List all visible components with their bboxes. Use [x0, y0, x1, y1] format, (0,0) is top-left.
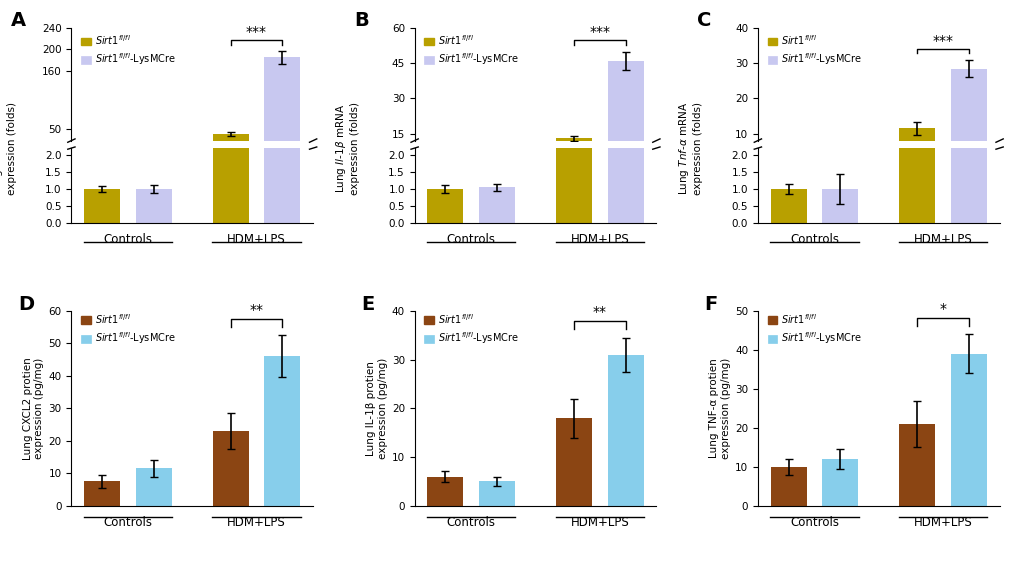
Bar	[479, 187, 515, 223]
Bar	[899, 0, 934, 223]
Bar	[607, 61, 643, 169]
Bar	[607, 0, 643, 223]
Text: ***: ***	[246, 25, 267, 39]
Bar	[950, 353, 985, 506]
Text: **: **	[592, 306, 606, 319]
Bar	[85, 482, 120, 506]
Text: A: A	[11, 11, 26, 30]
Bar	[899, 424, 934, 506]
Legend: $Sirt1^{fl/fl}$, $Sirt1^{fl/fl}$-LysMCre: $Sirt1^{fl/fl}$, $Sirt1^{fl/fl}$-LysMCre	[424, 33, 519, 67]
Bar	[427, 189, 463, 223]
Bar	[821, 189, 857, 223]
Bar	[770, 467, 806, 506]
Bar	[264, 0, 300, 223]
Text: Lung $Cxcl2$ mRNA
expression (folds): Lung $Cxcl2$ mRNA expression (folds)	[0, 101, 16, 196]
Text: E: E	[361, 295, 374, 314]
Text: ***: ***	[589, 25, 609, 39]
Y-axis label: Lung TNF-α protien
expression (pg/mg): Lung TNF-α protien expression (pg/mg)	[708, 357, 731, 459]
Bar	[479, 482, 515, 506]
Text: D: D	[18, 295, 35, 314]
Bar	[821, 165, 857, 169]
Bar	[899, 128, 934, 169]
Text: Lung $Tnf$-$\alpha$ mRNA
expression (folds): Lung $Tnf$-$\alpha$ mRNA expression (fol…	[677, 101, 702, 195]
Text: *: *	[938, 302, 946, 316]
Text: F: F	[704, 295, 717, 314]
Text: B: B	[354, 11, 369, 30]
Y-axis label: Lung CXCL2 protien
expression (pg/mg): Lung CXCL2 protien expression (pg/mg)	[22, 357, 45, 460]
Legend: $Sirt1^{fl/fl}$, $Sirt1^{fl/fl}$-LysMCre: $Sirt1^{fl/fl}$, $Sirt1^{fl/fl}$-LysMCre	[767, 312, 861, 346]
Bar	[136, 189, 171, 223]
Legend: $Sirt1^{fl/fl}$, $Sirt1^{fl/fl}$-LysMCre: $Sirt1^{fl/fl}$, $Sirt1^{fl/fl}$-LysMCre	[424, 312, 519, 346]
Bar	[427, 477, 463, 506]
Bar	[607, 355, 643, 506]
Bar	[213, 0, 249, 223]
Legend: $Sirt1^{fl/fl}$, $Sirt1^{fl/fl}$-LysMCre: $Sirt1^{fl/fl}$, $Sirt1^{fl/fl}$-LysMCre	[767, 33, 861, 67]
Legend: $Sirt1^{fl/fl}$, $Sirt1^{fl/fl}$-LysMCre: $Sirt1^{fl/fl}$, $Sirt1^{fl/fl}$-LysMCre	[82, 312, 175, 346]
Text: C: C	[697, 11, 711, 30]
Bar	[136, 469, 171, 506]
Bar	[821, 459, 857, 506]
Bar	[427, 166, 463, 169]
Bar	[264, 356, 300, 506]
Bar	[479, 166, 515, 169]
Text: ***: ***	[931, 34, 953, 48]
Legend: $Sirt1^{fl/fl}$, $Sirt1^{fl/fl}$-LysMCre: $Sirt1^{fl/fl}$, $Sirt1^{fl/fl}$-LysMCre	[82, 33, 175, 67]
Bar	[950, 69, 985, 169]
Bar	[213, 431, 249, 506]
Bar	[950, 0, 985, 223]
Bar	[213, 134, 249, 156]
Bar	[770, 189, 806, 223]
Bar	[770, 165, 806, 169]
Bar	[264, 57, 300, 156]
Text: **: **	[250, 303, 263, 317]
Bar	[85, 189, 120, 223]
Bar	[555, 0, 591, 223]
Y-axis label: Lung IL-1β protien
expression (pg/mg): Lung IL-1β protien expression (pg/mg)	[366, 357, 387, 459]
Bar	[555, 138, 591, 169]
Bar	[555, 418, 591, 506]
Text: Lung $Il$-$1\beta$ mRNA
expression (folds): Lung $Il$-$1\beta$ mRNA expression (fold…	[334, 102, 360, 194]
